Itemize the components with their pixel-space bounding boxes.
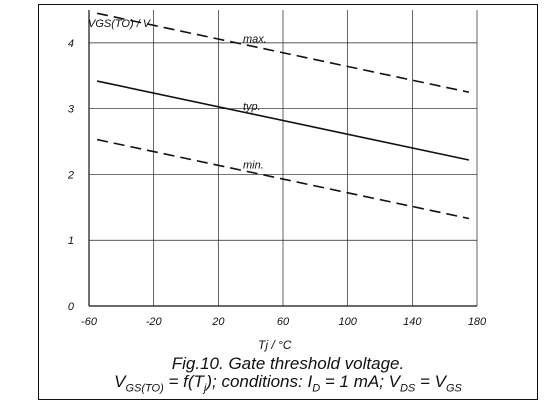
x-tick-label-5: 140 xyxy=(403,316,422,328)
x-tick-label-4: 100 xyxy=(338,316,357,328)
x-axis-label: Tj / °C xyxy=(258,338,292,352)
caption-sub-gsto: GS(TO) xyxy=(125,382,164,395)
x-tick-label-3: 60 xyxy=(277,316,290,328)
series-label-typ: typ. xyxy=(243,101,261,113)
y-tick-label-4: 4 xyxy=(68,38,74,50)
caption-sub-d: D xyxy=(312,382,321,395)
tick-labels: -60 -20 20 60 100 140 180 0 1 2 3 4 xyxy=(67,38,487,328)
caption-sub-j: j xyxy=(203,382,207,395)
y-axis-label: VGS(TO) / V xyxy=(88,18,152,30)
figure-caption-conditions: VGS(TO) = f(Tj); conditions: ID = 1 mA; … xyxy=(38,372,538,394)
caption-t2: ); conditions: I xyxy=(206,372,313,391)
caption-t4: = V xyxy=(415,372,446,391)
y-tick-label-3: 3 xyxy=(68,104,75,116)
series-labels: max. typ. min. xyxy=(243,33,267,171)
grid-lines xyxy=(88,10,478,307)
series-line-max xyxy=(96,12,470,94)
x-tick-label-6: 180 xyxy=(468,316,487,328)
series-label-min: min. xyxy=(243,160,264,172)
series-line-typ xyxy=(96,80,470,161)
x-tick-label-1: -20 xyxy=(146,316,163,328)
series-lines xyxy=(96,12,470,220)
figure-frame xyxy=(38,4,538,400)
series-line-min xyxy=(96,138,470,220)
caption-sub-gs: GS xyxy=(445,382,462,395)
caption-t3: = 1 mA; V xyxy=(320,372,400,391)
caption-sub-ds: DS xyxy=(399,382,416,395)
y-tick-label-0: 0 xyxy=(68,301,75,313)
x-tick-label-0: -60 xyxy=(81,316,98,328)
x-tick-label-2: 20 xyxy=(211,316,225,328)
figure-caption-title: Fig.10. Gate threshold voltage. xyxy=(171,354,405,373)
y-tick-label-1: 1 xyxy=(68,235,74,247)
caption-v1: V xyxy=(114,372,126,391)
chart-axes xyxy=(88,10,477,307)
y-tick-label-2: 2 xyxy=(67,169,74,181)
caption-t1: = f(T xyxy=(163,372,204,391)
series-label-max: max. xyxy=(243,33,267,45)
